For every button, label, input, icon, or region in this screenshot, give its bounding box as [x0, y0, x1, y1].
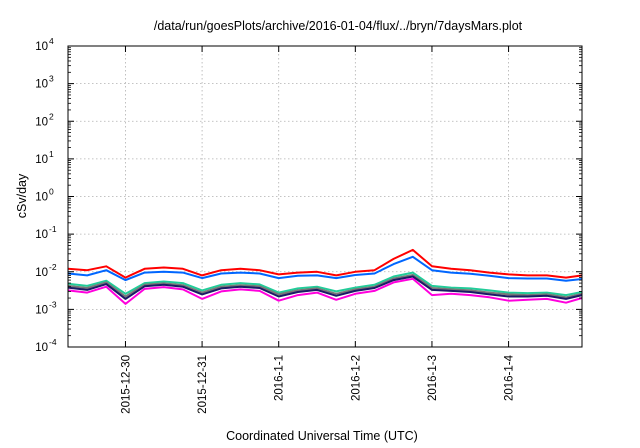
series-line-1 — [67, 248, 583, 279]
y-tick-label: 104 — [35, 36, 54, 53]
x-tick-label: 2015-12-30 — [120, 355, 132, 414]
x-tick-label: 2016-1-2 — [350, 355, 362, 401]
series-line-3 — [67, 271, 583, 297]
y-tick-exponent: 4 — [49, 36, 54, 46]
axis-ticks: 10-410-310-210-11001011021031042015-12-3… — [35, 36, 582, 414]
y-tick-exponent: 1 — [49, 149, 54, 159]
x-axis-label: Coordinated Universal Time (UTC) — [226, 429, 418, 443]
grid — [68, 46, 582, 347]
y-tick-label: 101 — [35, 149, 54, 166]
x-tick-label: 2016-1-1 — [274, 355, 286, 401]
y-axis-label: cSv/day — [15, 173, 29, 218]
y-tick-label: 10-2 — [35, 262, 57, 279]
y-tick-label: 100 — [35, 187, 54, 204]
y-tick-exponent: 3 — [49, 74, 54, 84]
y-tick-exponent: 2 — [49, 111, 54, 121]
y-tick-label: 10-1 — [35, 224, 57, 241]
series-line-2 — [67, 255, 583, 282]
x-tick-label: 2015-12-31 — [197, 355, 209, 414]
series-line-6 — [67, 277, 583, 305]
y-tick-label: 102 — [35, 111, 54, 128]
plot-series — [67, 248, 583, 305]
y-tick-exponent: -3 — [49, 299, 57, 309]
y-tick-exponent: -4 — [49, 337, 57, 347]
y-tick-exponent: -2 — [49, 262, 57, 272]
series-line-5 — [67, 275, 583, 300]
chart-title: /data/run/goesPlots/archive/2016-01-04/f… — [154, 19, 523, 33]
x-tick-label: 2016-1-3 — [427, 355, 439, 401]
x-tick-label: 2016-1-4 — [504, 354, 516, 401]
y-tick-exponent: -1 — [49, 224, 57, 234]
y-tick-exponent: 0 — [49, 187, 54, 197]
y-tick-label: 103 — [35, 74, 54, 91]
series-line-4 — [67, 274, 583, 299]
y-tick-label: 10-3 — [35, 299, 57, 316]
y-tick-label: 10-4 — [35, 337, 57, 354]
